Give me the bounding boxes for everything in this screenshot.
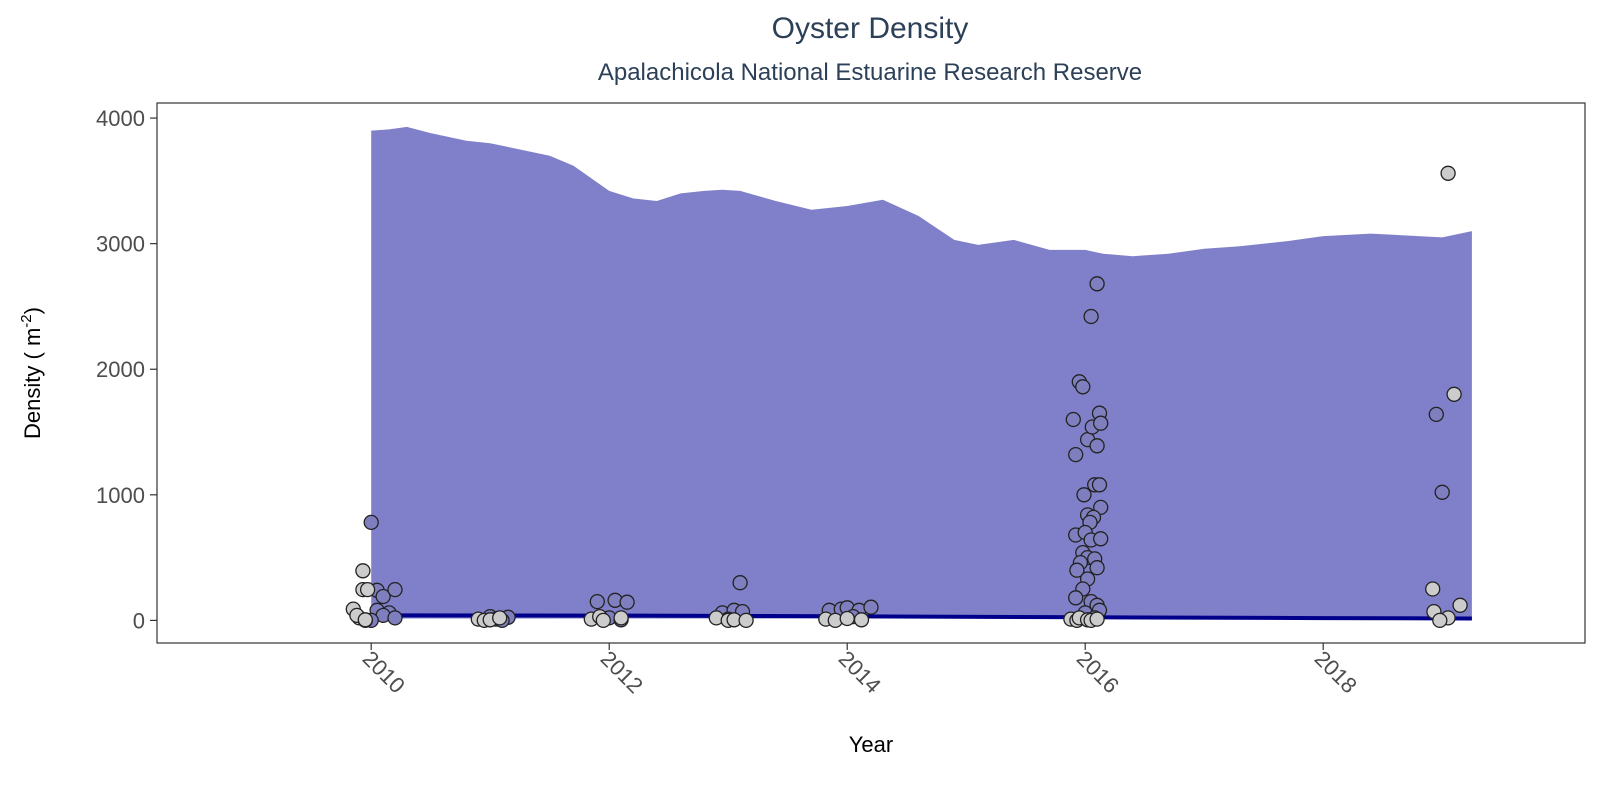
data-point-blue — [1428, 406, 1444, 423]
data-point-blue — [363, 514, 379, 531]
data-point-blue — [1093, 531, 1109, 547]
data-point-gray — [1432, 612, 1448, 629]
data-point-blue — [1089, 560, 1105, 576]
data-point-gray — [1440, 165, 1456, 181]
data-point-gray — [359, 581, 376, 598]
data-point-gray — [613, 610, 629, 626]
y-axis-title: Density ( m-2) — [18, 307, 45, 439]
data-point-blue — [1434, 484, 1450, 500]
y-axis: 0 1000 2000 3000 4000 — [96, 106, 157, 633]
y-tick-label: 4000 — [96, 106, 145, 131]
y-axis-title-end: ) — [20, 307, 45, 314]
data-point-blue — [1075, 379, 1091, 395]
data-point-blue — [863, 599, 879, 615]
x-tick-label: 2012 — [596, 646, 648, 698]
data-point-blue — [589, 593, 605, 610]
data-point-gray — [853, 612, 870, 628]
data-point-blue — [1093, 415, 1109, 431]
x-tick-label: 2010 — [358, 646, 410, 698]
data-point-gray — [355, 563, 371, 579]
data-point-gray — [839, 610, 855, 627]
data-point-gray — [1425, 581, 1441, 597]
data-point-gray — [1452, 597, 1468, 613]
data-point-gray — [357, 612, 373, 628]
data-point-gray — [1446, 386, 1462, 402]
trend-line-layer — [371, 613, 1472, 621]
chart-subtitle: Apalachicola National Estuarine Research… — [598, 59, 1142, 86]
data-point-blue — [375, 588, 391, 605]
data-point-blue — [1089, 438, 1105, 454]
trend-line — [371, 613, 1472, 621]
chart-title: Oyster Density — [772, 12, 969, 45]
y-tick-label: 3000 — [96, 232, 145, 257]
y-tick-label: 2000 — [96, 357, 145, 382]
data-point-blue — [387, 610, 403, 626]
data-point-blue — [1091, 477, 1108, 493]
confidence-ribbon-layer — [371, 126, 1472, 619]
x-tick-label: 2018 — [1310, 646, 1362, 698]
data-point-gray — [492, 610, 508, 626]
plot-panel-border — [156, 102, 1586, 644]
y-tick-label: 0 — [133, 608, 145, 633]
x-tick-label: 2016 — [1072, 646, 1124, 698]
data-point-gray — [1089, 611, 1105, 627]
y-axis-title-superscript: -2 — [18, 314, 35, 327]
data-point-blue — [1068, 590, 1084, 606]
data-point-blue — [1068, 446, 1084, 463]
data-point-blue — [619, 594, 635, 610]
x-tick-label: 2014 — [834, 646, 886, 698]
data-point-blue — [1065, 411, 1081, 428]
data-point-blue — [387, 581, 403, 598]
confidence-ribbon — [371, 126, 1472, 619]
data-point-blue — [1089, 276, 1105, 292]
data-point-blue — [1069, 562, 1085, 578]
data-point-gray — [738, 612, 754, 629]
x-axis-title: Year — [849, 732, 893, 757]
data-point-gray — [595, 612, 611, 629]
x-axis: 2010 2012 2014 2016 2018 — [358, 643, 1362, 698]
data-points-layer — [345, 165, 1468, 629]
y-axis-title-main: Density ( m — [20, 328, 45, 439]
data-point-blue — [1083, 308, 1099, 325]
data-point-blue — [1076, 487, 1092, 503]
data-point-blue — [732, 575, 748, 591]
y-tick-label: 1000 — [96, 483, 145, 508]
